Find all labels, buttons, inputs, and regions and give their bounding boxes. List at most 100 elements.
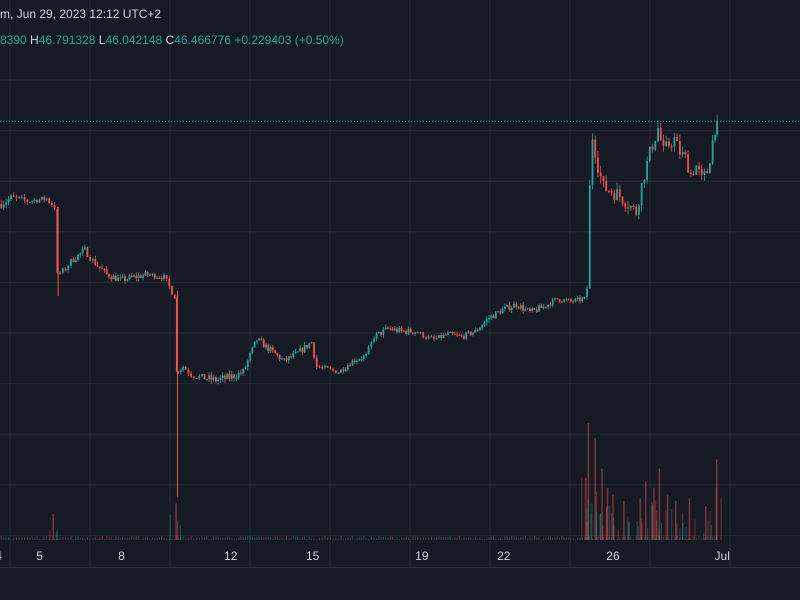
volume-bar — [103, 538, 106, 540]
volume-bar — [547, 536, 549, 540]
volume-bar — [628, 520, 630, 540]
volume-bar — [632, 538, 635, 540]
volume-bar — [321, 537, 323, 540]
candle-body — [36, 199, 38, 203]
candle-body — [362, 355, 365, 359]
candle-body — [678, 140, 681, 155]
candle-body — [219, 377, 222, 380]
volume-bar — [242, 537, 244, 540]
volume-bar — [180, 537, 182, 540]
volume-bar — [658, 528, 660, 540]
candle-body — [389, 328, 392, 330]
candle-body — [230, 374, 233, 379]
candle-body — [267, 344, 270, 352]
volume-bar — [182, 536, 184, 540]
volume-bar — [154, 538, 156, 540]
volume-bar — [122, 537, 124, 540]
candle-body — [504, 306, 506, 309]
volume-bar — [630, 536, 632, 540]
candle-body — [235, 377, 238, 379]
candle-body — [285, 358, 288, 361]
volume-bar — [358, 536, 360, 540]
candle-body — [526, 308, 529, 310]
volume-bars — [0, 423, 722, 540]
volume-bar — [465, 538, 467, 540]
candle-body — [149, 274, 151, 276]
volume-bar — [417, 536, 419, 540]
candle-body — [7, 199, 10, 203]
candle-body — [643, 179, 646, 183]
candle-body — [217, 379, 220, 382]
volume-bar — [456, 537, 458, 540]
volume-bar — [18, 537, 20, 540]
volume-bar — [38, 538, 41, 540]
candle-body — [296, 351, 299, 353]
volume-bar — [247, 536, 249, 540]
candle-body — [591, 139, 594, 185]
volume-bar — [161, 536, 163, 540]
volume-bar — [301, 536, 303, 540]
candle-body — [130, 275, 133, 277]
volume-bar — [51, 538, 53, 540]
candle-body — [81, 249, 84, 254]
volume-bar — [451, 538, 454, 540]
candle-body — [86, 247, 89, 258]
candle-body — [659, 127, 662, 141]
candle-body — [632, 205, 635, 207]
volume-bar — [624, 536, 626, 540]
volume-bar — [13, 537, 15, 540]
candle-body — [48, 198, 51, 203]
candle-body — [519, 305, 522, 309]
candle-body — [635, 206, 638, 215]
candle-body — [53, 205, 56, 209]
volume-bar — [570, 537, 572, 540]
volume-bar — [337, 538, 340, 540]
legend-header: m, Jun 29, 2023 12:12 UTC+2 8390 H46.791… — [0, 0, 800, 52]
volume-bar — [561, 536, 563, 540]
candle-body — [483, 322, 486, 326]
volume-bar — [210, 538, 212, 540]
volume-bar — [649, 537, 651, 540]
volume-bar — [681, 512, 684, 540]
volume-bar — [283, 538, 285, 540]
candle-body — [447, 332, 449, 335]
candle-body — [326, 366, 329, 368]
x-tick-label: Jul — [715, 549, 730, 563]
candle-body — [565, 299, 568, 301]
candle-body — [402, 330, 405, 332]
volume-bar — [710, 525, 713, 540]
candle-body — [456, 334, 459, 336]
volume-bar — [299, 538, 301, 540]
volume-bar — [304, 536, 306, 540]
volume-bar — [709, 510, 711, 540]
volume-bar — [131, 536, 133, 540]
candle-body — [449, 332, 452, 334]
volume-bar — [382, 536, 384, 540]
volume-bar — [586, 537, 588, 540]
volume-bar — [151, 537, 153, 540]
candle-body — [547, 304, 550, 308]
volume-bar — [433, 538, 435, 540]
candle-body — [187, 369, 190, 374]
volume-bar — [660, 522, 663, 540]
volume-bar — [701, 538, 703, 540]
candle-body — [610, 191, 613, 193]
volume-bar — [108, 538, 110, 540]
volume-bar — [520, 536, 522, 540]
volume-bar — [228, 537, 231, 540]
candle-body — [640, 182, 643, 206]
candle-body — [337, 372, 340, 374]
candle-body — [508, 304, 511, 311]
x-tick-label: 12 — [224, 549, 238, 563]
candle-body — [269, 347, 272, 352]
candle-body — [163, 274, 165, 280]
candle-body — [416, 332, 419, 334]
candle-body — [294, 351, 297, 354]
volume-bar — [112, 538, 115, 540]
candle-body — [524, 308, 527, 311]
volume-bar — [668, 538, 670, 540]
volume-bar — [198, 537, 200, 540]
volume-bar — [602, 525, 604, 540]
